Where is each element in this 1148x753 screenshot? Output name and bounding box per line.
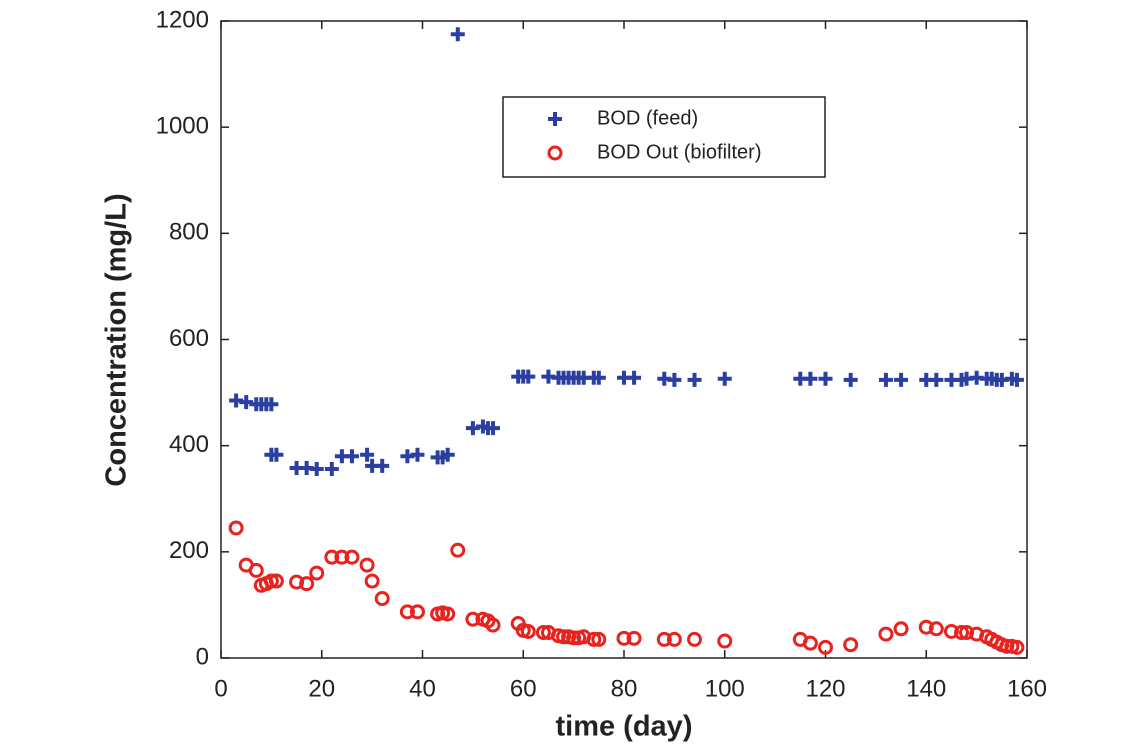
point [954, 625, 970, 641]
point [843, 372, 858, 387]
x-tick-label: 140 [906, 675, 946, 702]
point [878, 626, 894, 642]
point [535, 625, 551, 641]
y-tick-label: 600 [169, 325, 209, 352]
point [999, 638, 1015, 654]
point [465, 611, 481, 627]
point [309, 565, 325, 581]
point [299, 576, 315, 592]
point [667, 372, 682, 387]
legend-marker [547, 145, 563, 161]
point [586, 631, 602, 647]
x-axis-label: time (day) [556, 711, 693, 743]
point [627, 370, 642, 385]
point [717, 633, 733, 649]
point [929, 372, 944, 387]
legend-box [502, 96, 826, 178]
point [802, 635, 818, 651]
point [1009, 372, 1024, 387]
x-tick-label: 40 [409, 675, 436, 702]
point [591, 370, 606, 385]
point [344, 449, 359, 464]
point [269, 447, 284, 462]
point [334, 549, 350, 565]
point [626, 630, 642, 646]
point [687, 372, 702, 387]
point [943, 623, 959, 639]
point [894, 372, 909, 387]
point [928, 621, 944, 637]
point [656, 631, 672, 647]
x-tick-label: 20 [308, 675, 335, 702]
y-tick-label: 1200 [156, 6, 209, 33]
point [450, 27, 465, 42]
point [666, 631, 682, 647]
point [344, 549, 360, 565]
point [486, 421, 501, 436]
point [289, 574, 305, 590]
point [374, 591, 390, 607]
point [521, 369, 536, 384]
point [893, 621, 909, 637]
x-tick-label: 80 [611, 675, 638, 702]
point [309, 462, 324, 477]
point [520, 623, 536, 639]
point [918, 619, 934, 635]
point [440, 447, 455, 462]
point [324, 549, 340, 565]
point [566, 630, 582, 646]
point [440, 606, 456, 622]
point [359, 557, 375, 573]
point [410, 447, 425, 462]
point [450, 542, 466, 558]
point [264, 397, 279, 412]
point [818, 371, 833, 386]
point [556, 629, 572, 645]
y-tick-label: 1000 [156, 113, 209, 140]
y-tick-label: 200 [169, 537, 209, 564]
point [959, 625, 975, 641]
point [818, 639, 833, 655]
y-tick-label: 0 [196, 643, 209, 670]
legend-label: BOD Out (biofilter) [597, 141, 761, 163]
point [248, 562, 264, 578]
legend-marker [548, 112, 562, 126]
point [268, 573, 284, 589]
point [399, 604, 415, 620]
x-tick-label: 160 [1007, 675, 1047, 702]
y-tick-label: 400 [169, 431, 209, 458]
y-tick-label: 800 [169, 219, 209, 246]
point [375, 458, 390, 473]
point [263, 573, 279, 589]
point [324, 462, 339, 477]
point [591, 631, 607, 647]
x-tick-label: 0 [214, 675, 227, 702]
point [717, 371, 732, 386]
x-tick-label: 120 [805, 675, 845, 702]
y-axis-label: Concentration (mg/L) [101, 193, 133, 486]
point [687, 631, 703, 647]
x-tick-label: 100 [705, 675, 745, 702]
point [360, 447, 375, 462]
point [409, 604, 425, 620]
point [239, 395, 254, 410]
point [616, 630, 632, 646]
point [364, 573, 380, 589]
point [843, 637, 859, 653]
point [803, 371, 818, 386]
x-tick-label: 60 [510, 675, 537, 702]
point [878, 372, 893, 387]
legend-label: BOD (feed) [597, 107, 698, 129]
point [485, 617, 501, 633]
point [1009, 639, 1025, 655]
point [228, 520, 244, 536]
